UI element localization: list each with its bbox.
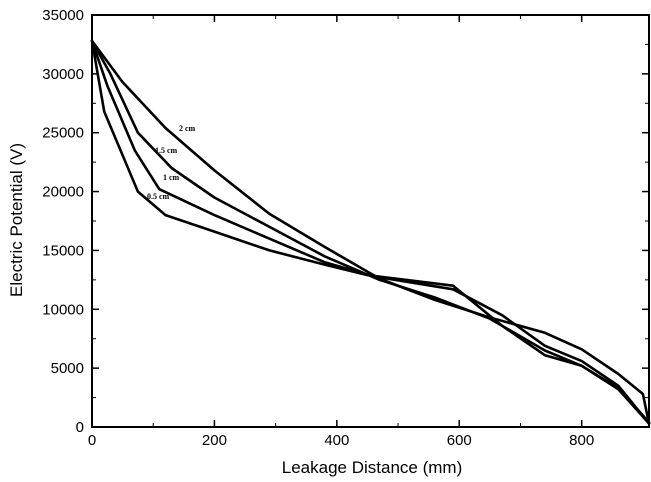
y-tick-label: 0 bbox=[76, 419, 84, 436]
y-tick-label: 25000 bbox=[42, 125, 84, 142]
x-tick-label: 600 bbox=[447, 432, 472, 449]
plot-border bbox=[91, 14, 650, 428]
x-tick-label: 0 bbox=[88, 432, 96, 449]
y-tick-label: 30000 bbox=[42, 66, 84, 83]
curve-label-0-5cm: 0.5 cm bbox=[147, 192, 170, 201]
y-axis-title: Electric Potential (V) bbox=[7, 143, 26, 297]
y-tick-label: 20000 bbox=[42, 184, 84, 201]
curve-annotations: 2 cm 1.5 cm 1 cm 0.5 cm bbox=[147, 124, 196, 201]
curve-label-2cm: 2 cm bbox=[179, 124, 196, 133]
curve-label-1-5cm: 1.5 cm bbox=[155, 146, 178, 155]
series-line-2-cm bbox=[90, 39, 651, 425]
axis-ticks: 0 200 400 600 800 0 5000 10000 15000 20000 25000 30… bbox=[42, 7, 649, 449]
plot-frame bbox=[91, 14, 650, 428]
series-line-0-5-cm bbox=[90, 39, 651, 425]
curve-label-1cm: 1 cm bbox=[163, 173, 180, 182]
y-tick-label: 15000 bbox=[42, 242, 84, 259]
series-line-1-5-cm bbox=[90, 39, 651, 424]
series-layer bbox=[90, 39, 651, 425]
y-tick-label: 10000 bbox=[42, 301, 84, 318]
series-line-1-cm bbox=[90, 39, 651, 425]
y-tick-label: 35000 bbox=[42, 7, 84, 24]
x-axis-title: Leakage Distance (mm) bbox=[282, 458, 462, 477]
x-tick-label: 400 bbox=[324, 432, 349, 449]
y-tick-label: 5000 bbox=[51, 360, 84, 377]
x-tick-label: 800 bbox=[569, 432, 594, 449]
x-tick-label: 200 bbox=[202, 432, 227, 449]
